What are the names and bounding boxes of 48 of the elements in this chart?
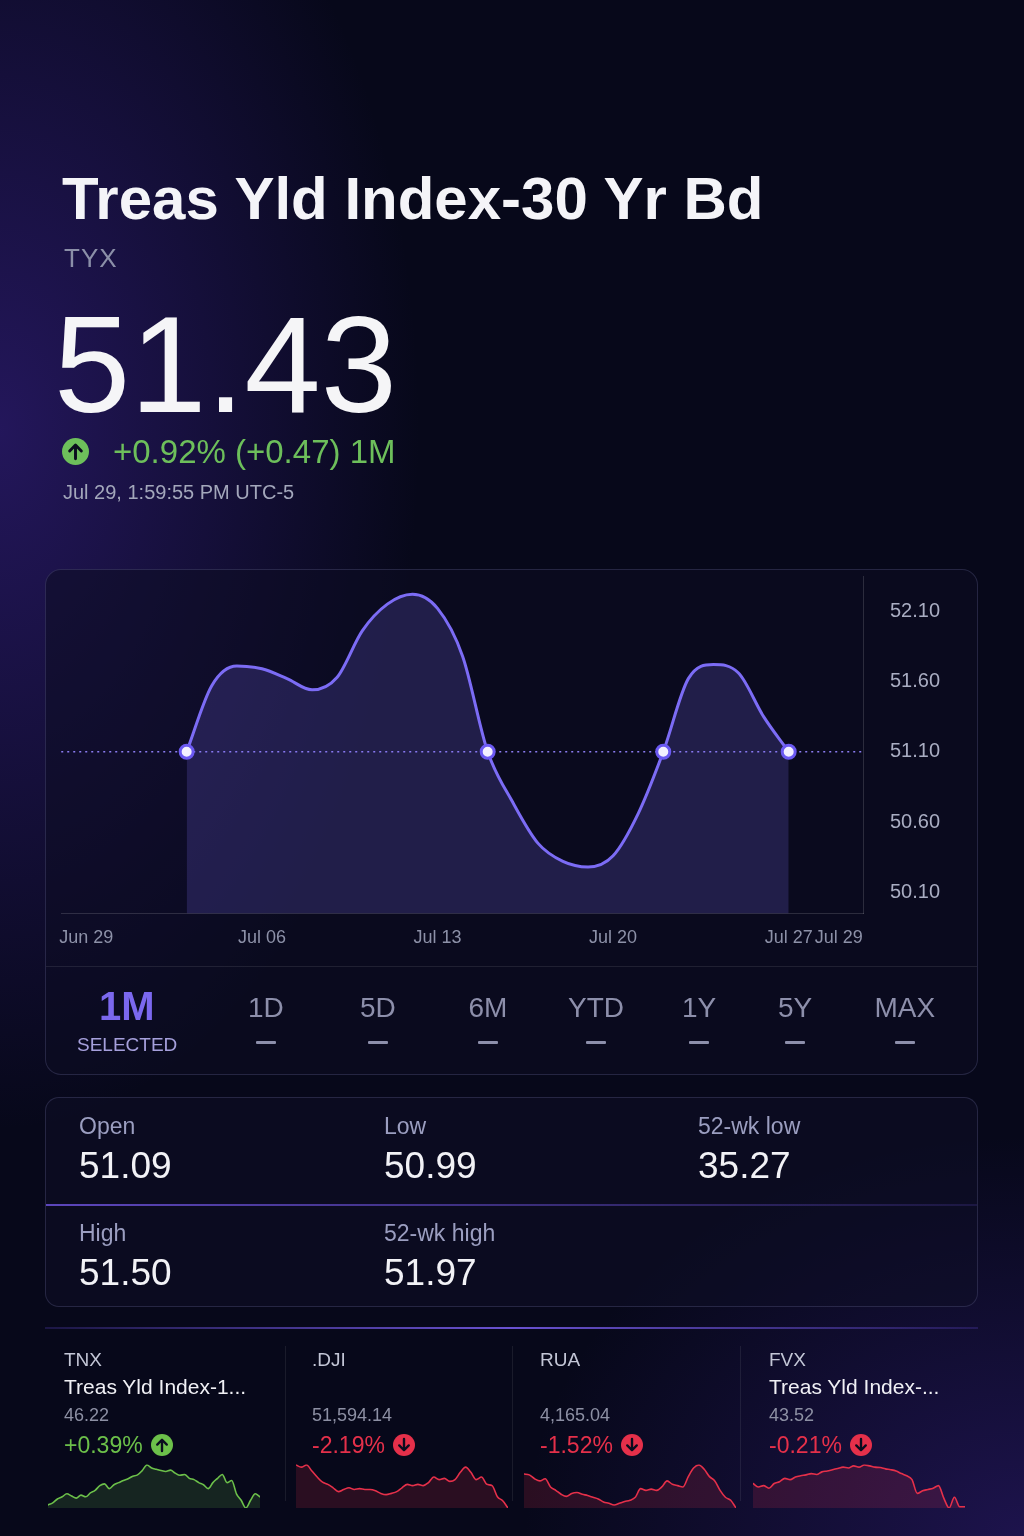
text: High bbox=[79, 1220, 127, 1246]
text: 43.52 bbox=[769, 1405, 815, 1425]
y-tick-label: 50.60 bbox=[889, 809, 941, 832]
text: MAX bbox=[874, 992, 936, 1023]
chart-title: Treas Yld Index-30 Yr Bd bbox=[62, 165, 764, 232]
text: 50.99 bbox=[384, 1145, 477, 1186]
chart-title: FVX bbox=[769, 1349, 806, 1370]
text: 52-wk high bbox=[384, 1220, 496, 1246]
text: 5D bbox=[360, 992, 396, 1023]
text: +0.92% (+0.47) 1M bbox=[113, 432, 396, 470]
x-tick-label: Jul 13 bbox=[413, 927, 462, 948]
text: 1D bbox=[248, 992, 284, 1023]
x-tick-label: Jul 06 bbox=[237, 927, 286, 948]
text: -1.52% bbox=[540, 1431, 613, 1458]
y-tick-label: 51.60 bbox=[889, 668, 941, 691]
text: SELECTED bbox=[77, 1034, 178, 1055]
text: 46.22 bbox=[64, 1405, 110, 1425]
y-tick-label: 50.10 bbox=[889, 879, 941, 902]
text: -2.19% bbox=[312, 1431, 385, 1458]
chart-title: RUA bbox=[540, 1349, 581, 1370]
x-tick-label: Jul 27 bbox=[764, 927, 813, 948]
text: 5Y bbox=[778, 992, 813, 1023]
text: 1Y bbox=[682, 992, 717, 1023]
chart-subtitle: Treas Yld Index-1... bbox=[64, 1375, 247, 1398]
text: -0.21% bbox=[769, 1431, 842, 1458]
text: 51.50 bbox=[79, 1252, 172, 1293]
text: 6M bbox=[468, 992, 508, 1023]
text: 52-wk low bbox=[698, 1113, 801, 1139]
x-tick-label: Jul 29 bbox=[814, 927, 863, 948]
x-tick-label: Jul 20 bbox=[589, 927, 638, 948]
text: Low bbox=[384, 1113, 427, 1139]
text: 4,165.04 bbox=[540, 1405, 611, 1425]
y-tick-label: 52.10 bbox=[889, 598, 941, 621]
text: 35.27 bbox=[698, 1145, 791, 1186]
chart-subtitle: TYX bbox=[64, 243, 118, 273]
y-tick-label: 51.10 bbox=[889, 739, 941, 762]
text: 51.09 bbox=[79, 1145, 172, 1186]
chart-title: .DJI bbox=[312, 1349, 346, 1370]
text: +0.39% bbox=[64, 1431, 143, 1458]
chart-title: TNX bbox=[64, 1349, 102, 1370]
x-tick-label: Jun 29 bbox=[59, 927, 114, 948]
text: 51,594.14 bbox=[312, 1405, 393, 1425]
text: YTD bbox=[568, 992, 624, 1023]
text: 51.97 bbox=[384, 1252, 477, 1293]
text: Jul 29, 1:59:55 PM UTC-5 bbox=[63, 481, 295, 503]
text: 1M bbox=[99, 984, 155, 1028]
text: Open bbox=[79, 1113, 136, 1139]
chart-subtitle: Treas Yld Index-... bbox=[769, 1375, 940, 1398]
